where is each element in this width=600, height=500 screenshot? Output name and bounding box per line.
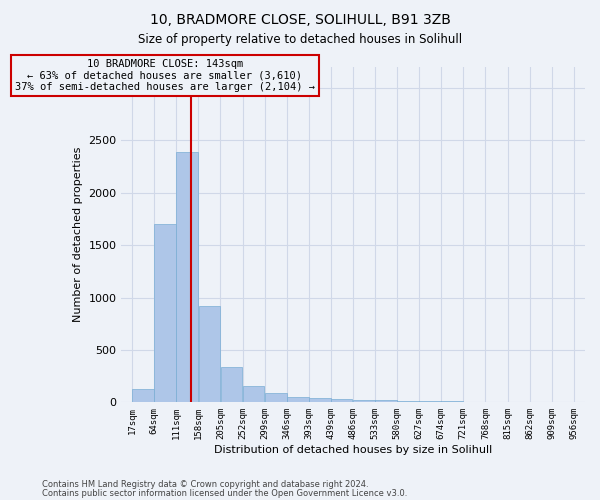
Bar [154,224,176,402]
Bar [353,400,374,402]
Bar [199,306,220,402]
Bar [375,400,397,402]
Bar [309,398,331,402]
Bar [265,393,287,402]
Text: Contains HM Land Registry data © Crown copyright and database right 2024.: Contains HM Land Registry data © Crown c… [42,480,368,489]
Bar [397,401,419,402]
Bar [221,366,242,402]
Text: 10, BRADMORE CLOSE, SOLIHULL, B91 3ZB: 10, BRADMORE CLOSE, SOLIHULL, B91 3ZB [149,12,451,26]
Y-axis label: Number of detached properties: Number of detached properties [73,147,83,322]
Bar [243,386,265,402]
Bar [132,388,154,402]
X-axis label: Distribution of detached houses by size in Solihull: Distribution of detached houses by size … [214,445,492,455]
Text: Contains public sector information licensed under the Open Government Licence v3: Contains public sector information licen… [42,489,407,498]
Bar [331,399,352,402]
Bar [176,152,198,403]
Text: Size of property relative to detached houses in Solihull: Size of property relative to detached ho… [138,32,462,46]
Text: 10 BRADMORE CLOSE: 143sqm
← 63% of detached houses are smaller (3,610)
37% of se: 10 BRADMORE CLOSE: 143sqm ← 63% of detac… [15,59,315,92]
Bar [287,397,308,402]
